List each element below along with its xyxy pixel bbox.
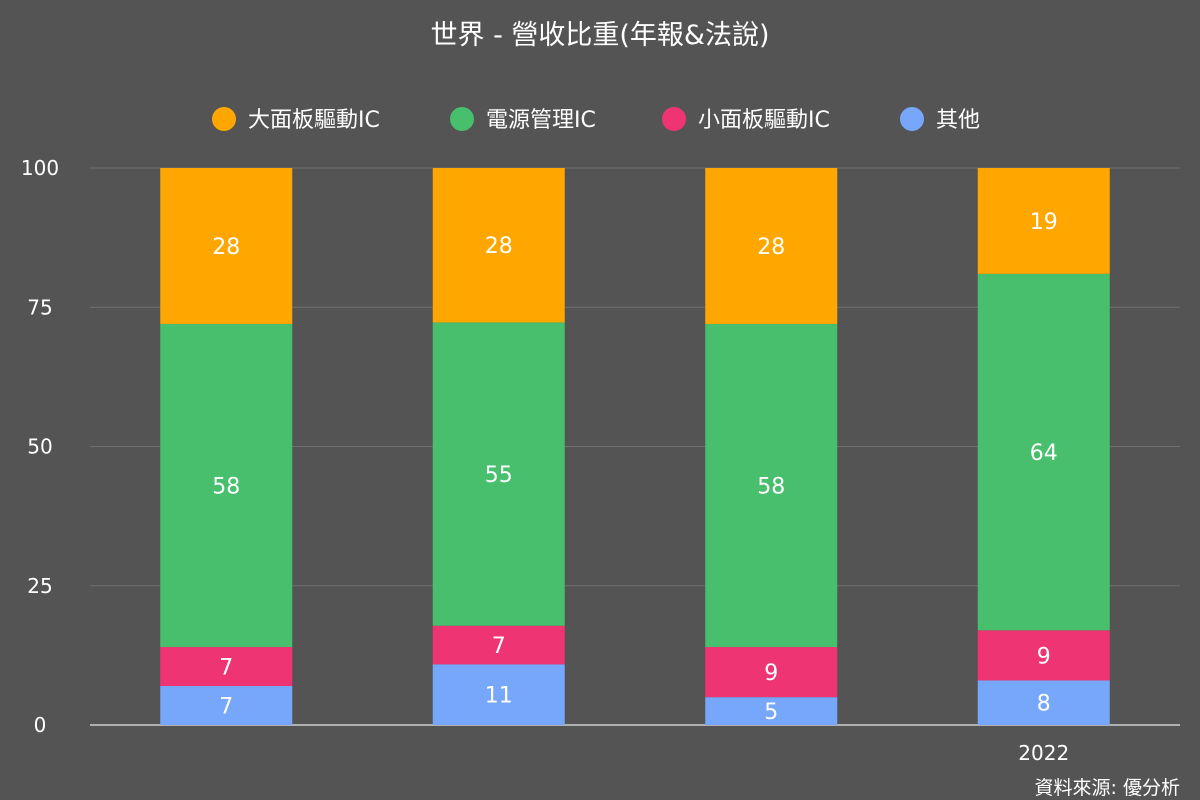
data-label: 19 <box>1030 210 1058 235</box>
legend-label: 其他 <box>936 108 980 133</box>
bar-segment <box>432 664 565 725</box>
bar-segment <box>705 168 838 324</box>
bar-segment <box>160 686 293 725</box>
legend: 大面板驅動IC 電源管理IC 小面板驅動IC 其他 <box>212 107 980 133</box>
data-label: 64 <box>1030 441 1058 466</box>
legend-marker <box>450 107 474 131</box>
legend-label: 小面板驅動IC <box>698 108 830 133</box>
legend-label: 大面板驅動IC <box>248 108 380 133</box>
bar-segment <box>977 630 1110 681</box>
bar-segment <box>705 647 838 698</box>
y-tick-label: 75 <box>27 295 52 319</box>
bar-segment <box>977 168 1110 274</box>
bars <box>160 168 1110 725</box>
data-label: 58 <box>212 474 240 499</box>
y-tick-label: 25 <box>27 574 52 598</box>
bar-segment <box>705 697 838 725</box>
data-label: 28 <box>757 235 785 260</box>
bar-segment <box>432 625 565 665</box>
data-label: 9 <box>1037 644 1051 669</box>
data-label: 5 <box>764 700 778 725</box>
data-label: 7 <box>492 634 506 659</box>
data-label: 7 <box>219 695 233 720</box>
bar-segment <box>977 680 1110 725</box>
data-label: 8 <box>1037 692 1051 717</box>
bar-segment <box>160 647 293 687</box>
bar-segment <box>432 322 565 626</box>
bar-segment <box>432 168 565 323</box>
data-label: 55 <box>485 463 513 488</box>
bar-segment <box>160 168 293 324</box>
legend-marker <box>662 107 686 131</box>
data-label: 28 <box>485 234 513 259</box>
data-label: 7 <box>219 656 233 681</box>
data-labels: 7 7 58 28 11 7 55 28 5 9 58 28 8 9 64 19 <box>212 210 1058 725</box>
y-tick-label: 50 <box>27 435 52 459</box>
x-axis: 2022 <box>1018 741 1069 765</box>
source-note: 資料來源: 優分析 <box>1035 777 1180 799</box>
bar-segment <box>160 323 293 648</box>
legend-label: 電源管理IC <box>486 108 596 133</box>
y-axis: 0 25 50 75 100 <box>21 156 59 737</box>
y-tick-label: 0 <box>34 713 47 737</box>
legend-marker <box>212 107 236 131</box>
data-label: 58 <box>757 474 785 499</box>
data-label: 9 <box>764 661 778 686</box>
bar-segment <box>705 323 838 648</box>
legend-marker <box>900 107 924 131</box>
data-label: 28 <box>212 235 240 260</box>
y-tick-label: 100 <box>21 156 59 180</box>
x-tick-label: 2022 <box>1018 741 1069 765</box>
data-label: 11 <box>485 684 513 709</box>
bar-segment <box>977 273 1110 631</box>
chart-title: 世界 - 營收比重(年報&法說) <box>430 20 769 51</box>
